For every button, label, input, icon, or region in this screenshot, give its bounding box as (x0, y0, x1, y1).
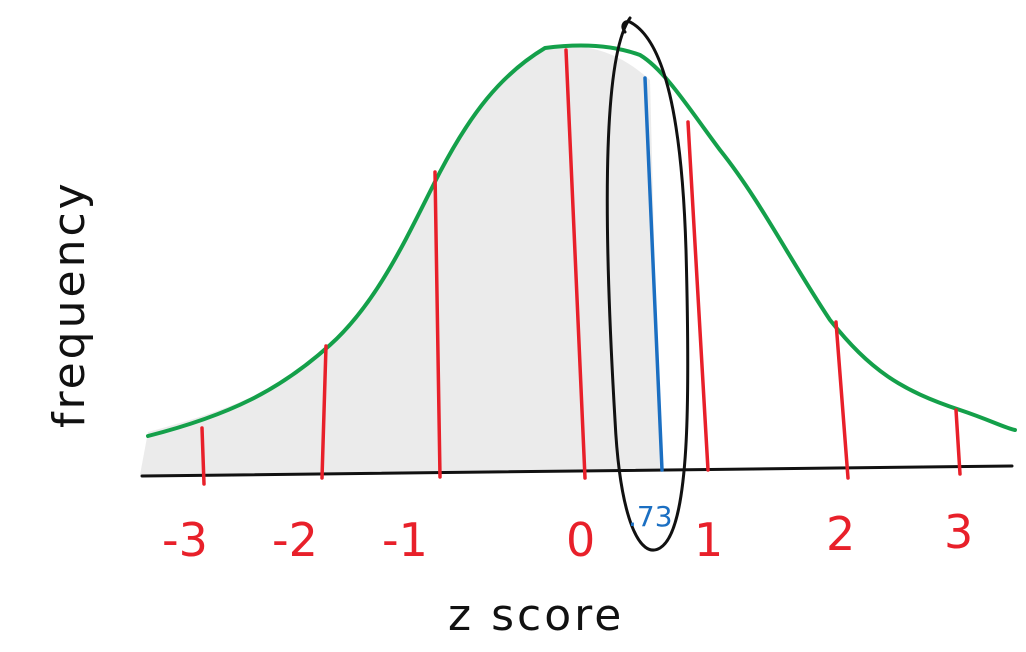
tick-label-neg3: -3 (162, 513, 208, 567)
shaded-area (140, 46, 660, 475)
marked-value-line (643, 76, 664, 472)
bell-curve (146, 43, 1017, 438)
tick-lines (200, 48, 962, 486)
tick-line-neg2 (320, 344, 328, 480)
tick-line-neg3 (200, 426, 206, 486)
tick-label-2: 2 (826, 507, 855, 561)
tick-line-neg1 (433, 170, 442, 479)
marked-value-label: .73 (628, 500, 673, 533)
highlight-ellipse (605, 16, 690, 552)
x-axis-title: z score (448, 590, 624, 641)
tick-label-0: 0 (566, 513, 595, 567)
y-axis-title: frequency (44, 180, 95, 428)
tick-label-1: 1 (694, 513, 723, 567)
tick-label-3: 3 (944, 505, 973, 559)
tick-line-3 (954, 408, 962, 476)
x-axis (140, 464, 1014, 478)
tick-line-1 (686, 120, 710, 472)
tick-label-neg1: -1 (382, 513, 428, 567)
tick-line-0 (564, 48, 587, 480)
tick-line-2 (834, 320, 850, 480)
tick-label-neg2: -2 (272, 513, 318, 567)
